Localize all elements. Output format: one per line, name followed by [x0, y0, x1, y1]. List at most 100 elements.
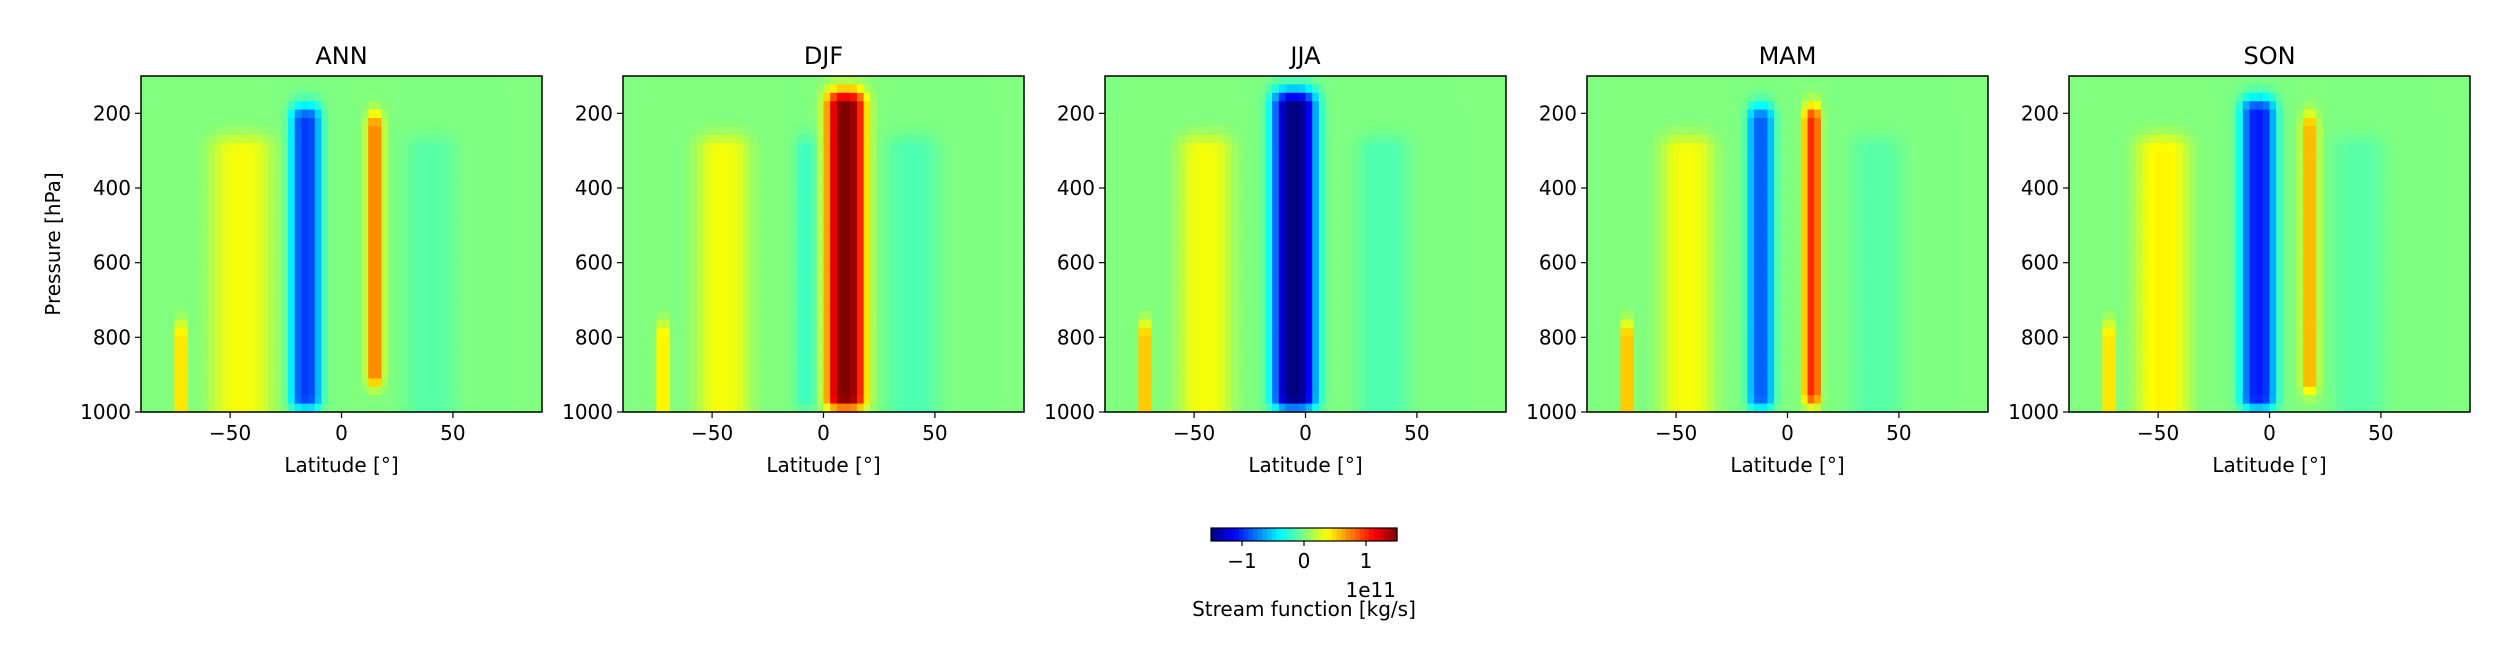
heatmap-cell: [154, 353, 162, 363]
heatmap-cell: [181, 151, 189, 161]
heatmap-cell: [501, 185, 510, 195]
heatmap-cell: [863, 370, 871, 379]
heatmap-cell: [535, 168, 543, 178]
heatmap-cell: [181, 336, 189, 346]
heatmap-cell: [663, 302, 671, 312]
heatmap-cell: [234, 84, 242, 94]
heatmap-cell: [354, 403, 363, 413]
heatmap-cell: [415, 277, 423, 287]
heatmap-cell: [770, 210, 778, 220]
heatmap-cell: [689, 344, 698, 354]
heatmap-cell: [709, 386, 718, 396]
heatmap-cell: [756, 143, 764, 153]
heatmap-cell: [723, 151, 731, 161]
heatmap-cell: [743, 151, 751, 161]
heatmap-cell: [816, 336, 825, 346]
heatmap-cell: [656, 353, 664, 363]
heatmap-cell: [683, 126, 691, 136]
heatmap-cell: [354, 311, 363, 321]
heatmap-cell: [790, 84, 798, 94]
heatmap-cell: [501, 336, 510, 346]
heatmap-cell: [749, 176, 758, 186]
heatmap-cell: [441, 176, 450, 186]
heatmap-cell: [227, 185, 236, 195]
heatmap-cell: [876, 294, 885, 304]
heatmap-cell: [374, 92, 383, 102]
heatmap-cell: [281, 328, 289, 337]
heatmap-cell: [421, 336, 429, 346]
heatmap-cell: [1003, 344, 1012, 354]
heatmap-cell: [897, 336, 905, 346]
heatmap-cell: [455, 260, 463, 270]
heatmap-cell: [683, 370, 691, 379]
heatmap-cell: [729, 143, 738, 153]
heatmap-cell: [937, 328, 945, 337]
heatmap-cell: [247, 193, 256, 203]
heatmap-cell: [147, 260, 155, 270]
heatmap-cell: [348, 277, 356, 287]
heatmap-cell: [254, 328, 262, 337]
heatmap-cell: [683, 118, 691, 127]
heatmap-cell: [254, 151, 262, 161]
heatmap-cell: [937, 218, 945, 228]
heatmap-cell: [816, 361, 825, 371]
heatmap-cell: [823, 176, 831, 186]
heatmap-cell: [1003, 328, 1012, 337]
heatmap-cell: [977, 143, 985, 153]
heatmap-cell: [174, 227, 182, 237]
heatmap-cell: [341, 361, 349, 371]
heatmap-cell: [394, 176, 403, 186]
heatmap-cell: [623, 294, 631, 304]
heatmap-cell: [481, 252, 490, 262]
heatmap-cell: [623, 403, 631, 413]
heatmap-cell: [783, 185, 791, 195]
heatmap-cell: [1105, 244, 1113, 253]
heatmap-cell: [1003, 76, 1012, 85]
heatmap-cell: [910, 260, 918, 270]
heatmap-cell: [796, 252, 805, 262]
heatmap-cell: [843, 143, 851, 153]
heatmap-cell: [990, 353, 998, 363]
heatmap-cell: [254, 353, 262, 363]
heatmap-cell: [923, 336, 932, 346]
heatmap-cell: [1125, 151, 1133, 161]
heatmap-cell: [803, 235, 811, 245]
heatmap-cell: [636, 101, 644, 111]
heatmap-cell: [816, 403, 825, 413]
heatmap-cell: [863, 302, 871, 312]
heatmap-cell: [488, 378, 496, 388]
heatmap-cell: [267, 403, 276, 413]
heatmap-cell: [201, 244, 209, 253]
heatmap-cell: [1003, 403, 1012, 413]
heatmap-cell: [1003, 168, 1012, 178]
heatmap-cell: [656, 160, 664, 169]
heatmap-cell: [930, 143, 938, 153]
heatmap-cell: [917, 118, 925, 127]
heatmap-cell: [401, 344, 409, 354]
heatmap-cell: [876, 143, 885, 153]
heatmap-cell: [241, 227, 249, 237]
heatmap-cell: [515, 277, 523, 287]
heatmap-cell: [281, 227, 289, 237]
heatmap-cell: [441, 294, 450, 304]
heatmap-cell: [254, 92, 262, 102]
heatmap-cell: [950, 202, 958, 211]
heatmap-cell: [488, 160, 496, 169]
heatmap-cell: [328, 370, 336, 379]
heatmap-cell: [308, 210, 316, 220]
heatmap-cell: [716, 328, 724, 337]
heatmap-cell: [770, 319, 778, 329]
heatmap-cell: [923, 260, 932, 270]
heatmap-cell: [455, 185, 463, 195]
heatmap-cell: [1003, 160, 1012, 169]
heatmap-cell: [341, 403, 349, 413]
heatmap-cell: [997, 386, 1005, 396]
heatmap-cell: [301, 370, 309, 379]
heatmap-cell: [796, 361, 805, 371]
heatmap-cell: [247, 160, 256, 169]
heatmap-cell: [481, 76, 490, 85]
heatmap-cell: [301, 218, 309, 228]
heatmap-cell: [288, 210, 296, 220]
heatmap-cell: [923, 76, 932, 85]
heatmap-cell: [501, 168, 510, 178]
